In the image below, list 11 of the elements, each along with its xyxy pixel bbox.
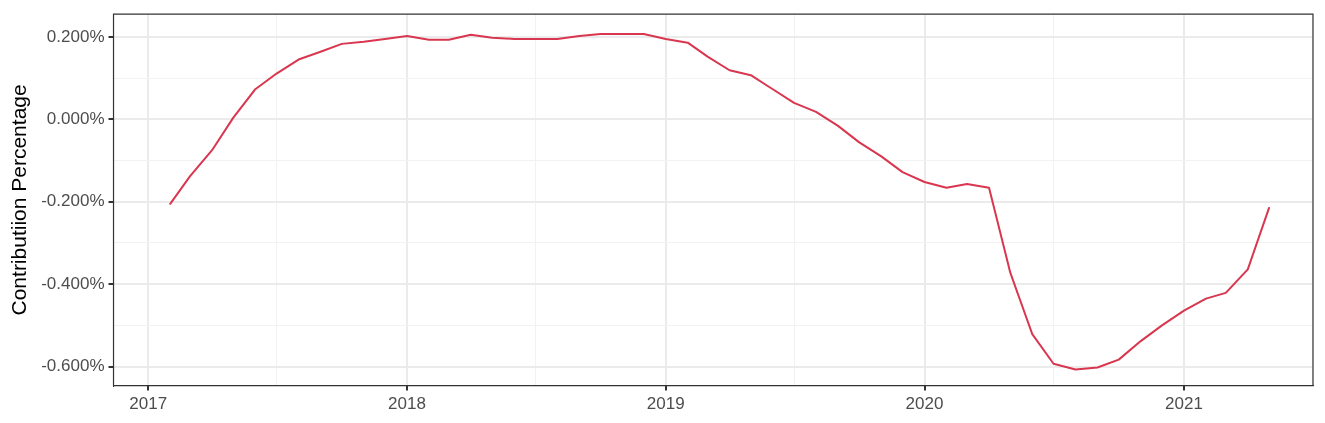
y-tick-label: 0.000% bbox=[46, 109, 105, 128]
x-tick-label: 2021 bbox=[1165, 394, 1203, 414]
x-tick-label: 2019 bbox=[646, 394, 685, 414]
x-tick-label: 2018 bbox=[388, 394, 426, 414]
y-axis-title: Contributiion Percentage bbox=[7, 84, 31, 316]
y-tick-label: -0.200% bbox=[41, 191, 105, 211]
y-tick-label: -0.600% bbox=[41, 356, 105, 376]
x-tick-label: 2017 bbox=[129, 394, 168, 414]
x-tick-label: 2020 bbox=[905, 394, 944, 414]
y-tick-label: -0.400% bbox=[41, 273, 105, 293]
y-tick-label: 0.200% bbox=[46, 26, 105, 46]
